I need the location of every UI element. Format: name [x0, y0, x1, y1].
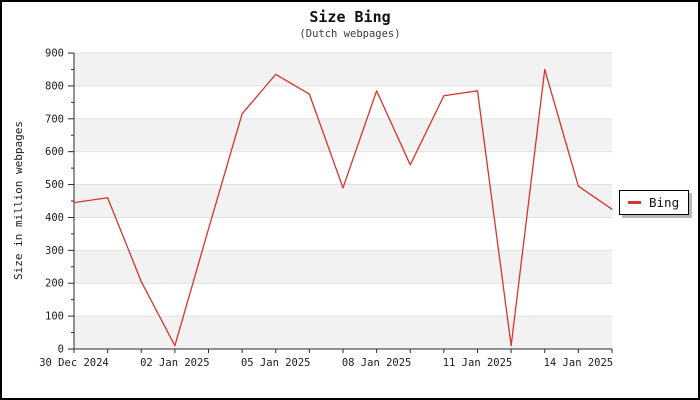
svg-text:0: 0 — [58, 344, 64, 356]
svg-text:700: 700 — [45, 113, 64, 125]
svg-text:11 Jan 2025: 11 Jan 2025 — [443, 357, 513, 369]
svg-text:400: 400 — [45, 212, 64, 224]
svg-text:800: 800 — [45, 80, 64, 92]
chart-title: Size Bing — [309, 8, 391, 26]
svg-text:300: 300 — [45, 245, 64, 257]
svg-text:200: 200 — [45, 278, 64, 290]
chart-subtitle: (Dutch webpages) — [299, 28, 401, 40]
svg-text:14 Jan 2025: 14 Jan 2025 — [544, 357, 614, 369]
svg-text:500: 500 — [45, 179, 64, 191]
svg-text:08 Jan 2025: 08 Jan 2025 — [342, 357, 412, 369]
legend: Bing — [619, 190, 690, 215]
svg-text:30 Dec 2024: 30 Dec 2024 — [39, 357, 109, 369]
svg-text:02 Jan 2025: 02 Jan 2025 — [140, 357, 210, 369]
svg-text:600: 600 — [45, 146, 64, 158]
legend-label: Bing — [649, 195, 680, 210]
legend-line-sample-icon — [628, 201, 641, 204]
svg-text:05 Jan 2025: 05 Jan 2025 — [241, 357, 311, 369]
svg-text:100: 100 — [45, 311, 64, 323]
svg-text:900: 900 — [45, 48, 64, 60]
